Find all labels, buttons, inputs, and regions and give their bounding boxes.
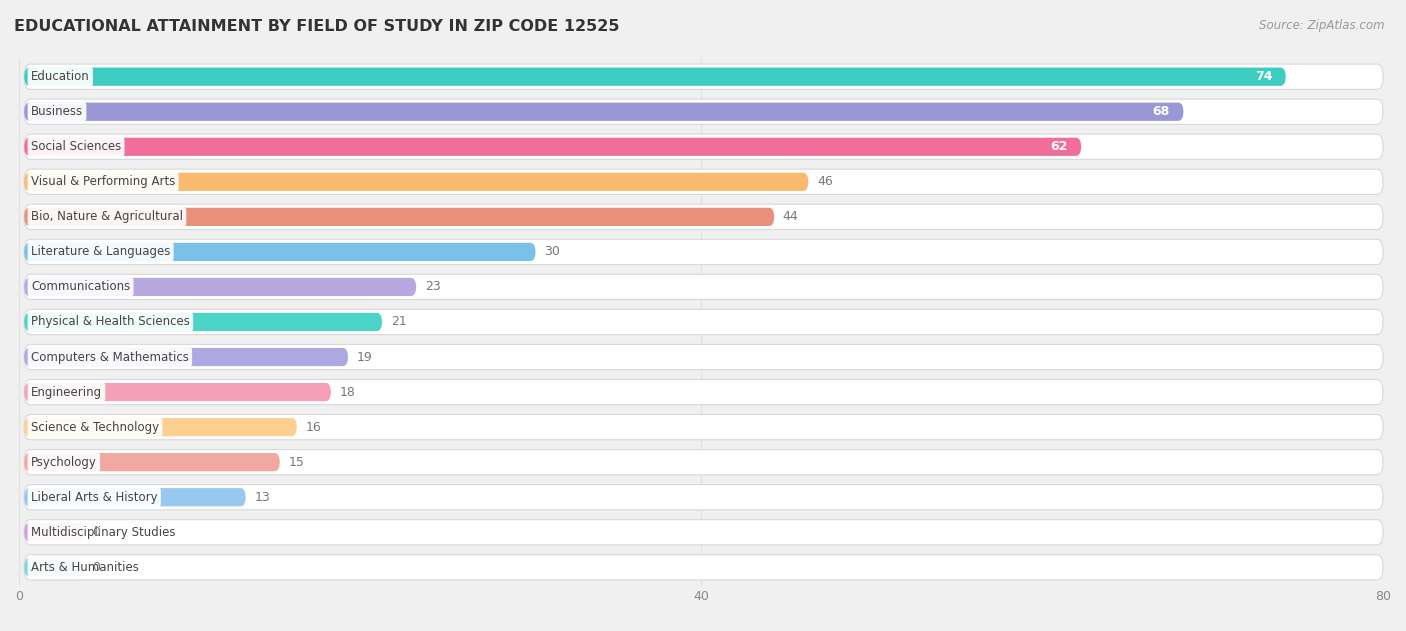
FancyBboxPatch shape — [24, 278, 416, 296]
Text: 68: 68 — [1153, 105, 1170, 118]
Text: 0: 0 — [93, 561, 100, 574]
Text: Source: ZipAtlas.com: Source: ZipAtlas.com — [1260, 19, 1385, 32]
FancyBboxPatch shape — [24, 138, 1081, 156]
Text: 23: 23 — [425, 280, 440, 293]
Text: Communications: Communications — [31, 280, 131, 293]
FancyBboxPatch shape — [24, 243, 536, 261]
Text: Social Sciences: Social Sciences — [31, 140, 121, 153]
Text: Literature & Languages: Literature & Languages — [31, 245, 170, 259]
FancyBboxPatch shape — [24, 313, 382, 331]
FancyBboxPatch shape — [24, 345, 1384, 370]
FancyBboxPatch shape — [24, 449, 1384, 475]
Text: Computers & Mathematics: Computers & Mathematics — [31, 351, 188, 363]
FancyBboxPatch shape — [24, 134, 1384, 160]
FancyBboxPatch shape — [24, 208, 775, 226]
FancyBboxPatch shape — [24, 485, 1384, 510]
Text: 46: 46 — [817, 175, 832, 188]
Text: 21: 21 — [391, 316, 406, 329]
Text: Liberal Arts & History: Liberal Arts & History — [31, 491, 157, 504]
Text: 30: 30 — [544, 245, 560, 259]
FancyBboxPatch shape — [24, 68, 1286, 86]
Text: 74: 74 — [1254, 70, 1272, 83]
Text: 13: 13 — [254, 491, 270, 504]
FancyBboxPatch shape — [24, 523, 84, 541]
FancyBboxPatch shape — [24, 418, 297, 436]
FancyBboxPatch shape — [24, 309, 1384, 334]
Text: 62: 62 — [1050, 140, 1067, 153]
Text: 16: 16 — [305, 421, 321, 433]
FancyBboxPatch shape — [24, 453, 280, 471]
FancyBboxPatch shape — [24, 379, 1384, 404]
Text: Physical & Health Sciences: Physical & Health Sciences — [31, 316, 190, 329]
FancyBboxPatch shape — [24, 173, 808, 191]
FancyBboxPatch shape — [24, 558, 84, 576]
FancyBboxPatch shape — [24, 520, 1384, 545]
Text: Business: Business — [31, 105, 83, 118]
Text: 0: 0 — [93, 526, 100, 539]
FancyBboxPatch shape — [24, 274, 1384, 300]
Text: EDUCATIONAL ATTAINMENT BY FIELD OF STUDY IN ZIP CODE 12525: EDUCATIONAL ATTAINMENT BY FIELD OF STUDY… — [14, 19, 620, 34]
Text: 44: 44 — [783, 210, 799, 223]
Text: 15: 15 — [288, 456, 304, 469]
FancyBboxPatch shape — [24, 99, 1384, 124]
Text: Visual & Performing Arts: Visual & Performing Arts — [31, 175, 176, 188]
FancyBboxPatch shape — [24, 103, 1184, 121]
Text: Engineering: Engineering — [31, 386, 103, 399]
FancyBboxPatch shape — [24, 239, 1384, 264]
Text: Psychology: Psychology — [31, 456, 97, 469]
Text: Multidisciplinary Studies: Multidisciplinary Studies — [31, 526, 176, 539]
Text: Bio, Nature & Agricultural: Bio, Nature & Agricultural — [31, 210, 183, 223]
Text: 19: 19 — [357, 351, 373, 363]
FancyBboxPatch shape — [24, 555, 1384, 580]
Text: Education: Education — [31, 70, 90, 83]
FancyBboxPatch shape — [24, 204, 1384, 230]
FancyBboxPatch shape — [24, 64, 1384, 90]
FancyBboxPatch shape — [24, 415, 1384, 440]
FancyBboxPatch shape — [24, 348, 349, 366]
Text: Arts & Humanities: Arts & Humanities — [31, 561, 139, 574]
FancyBboxPatch shape — [24, 488, 246, 506]
FancyBboxPatch shape — [24, 383, 330, 401]
FancyBboxPatch shape — [24, 169, 1384, 194]
Text: Science & Technology: Science & Technology — [31, 421, 159, 433]
Text: 18: 18 — [339, 386, 356, 399]
